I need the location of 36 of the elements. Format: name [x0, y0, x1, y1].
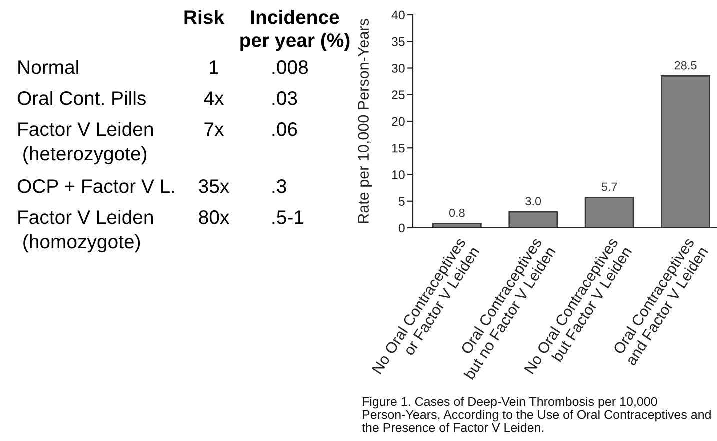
text: Risk — [184, 10, 225, 24]
text: .008 — [272, 60, 308, 74]
text: .5-1 — [272, 210, 304, 224]
data-label: 3.0 — [526, 197, 542, 206]
text: OCP + Factor V L. — [18, 180, 174, 194]
text: 4x — [204, 92, 224, 106]
text: .3 — [272, 180, 286, 194]
text: 35x — [199, 180, 230, 194]
text: Normal — [18, 60, 78, 74]
data-label: 28.5 — [674, 61, 697, 70]
text: 7x — [204, 122, 224, 136]
y-tick-label: 15 — [392, 144, 405, 153]
text: Incidence per year (%) — [240, 10, 350, 52]
text: .03 — [272, 92, 298, 106]
y-tick-label: 40 — [392, 10, 405, 20]
y-tick-label: 35 — [392, 37, 405, 46]
text: 80x — [199, 210, 230, 224]
y-tick-label: 10 — [392, 170, 405, 180]
data-label: 0.8 — [449, 208, 465, 218]
y-tick-label: 30 — [392, 64, 405, 73]
text: Factor V Leiden (heterozygote) — [18, 122, 154, 165]
text: .06 — [272, 122, 298, 136]
y-tick-label: 5 — [398, 197, 405, 206]
caption: Figure 1. Cases of Deep-Vein Thrombosis per 10,000 Person-Years, According to the Use of Oral Contraceptives and the Presence of Factor V Leiden. — [362, 397, 711, 432]
bar — [432, 223, 482, 228]
y-tick-label: 0 — [398, 224, 405, 233]
data-label: 5.7 — [602, 182, 618, 192]
y-axis-title: Rate per 10,000 Person-Years — [358, 19, 372, 224]
y-tick-label: 25 — [392, 90, 405, 100]
bar — [508, 211, 558, 228]
text: Oral Cont. Pills — [18, 91, 146, 106]
bar — [661, 76, 710, 228]
text: Factor V Leiden (homozygote) — [18, 210, 154, 253]
text: 1 — [210, 60, 218, 74]
bar — [584, 196, 634, 228]
y-tick-label: 20 — [392, 117, 405, 126]
